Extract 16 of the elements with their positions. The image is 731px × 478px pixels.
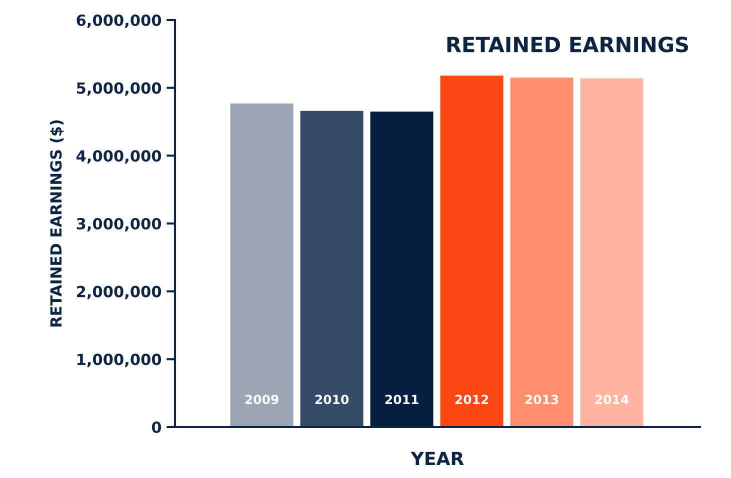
y-axis-title: RETAINED EARNINGS ($) bbox=[50, 120, 64, 327]
y-tick-label: 1,000,000 bbox=[78, 354, 162, 368]
x-tick-label: 2014 bbox=[595, 394, 629, 404]
y-tick-label: 0 bbox=[152, 421, 162, 434]
x-tick-label: 2013 bbox=[525, 394, 558, 404]
y-tick-label: 2,000,000 bbox=[76, 286, 162, 300]
x-axis-title: YEAR bbox=[410, 452, 464, 466]
y-tick-label: 6,000,000 bbox=[76, 14, 162, 28]
x-tick-label: 2012 bbox=[455, 394, 488, 404]
x-tick-label: 2011 bbox=[385, 394, 418, 404]
x-tick-label: 2010 bbox=[315, 394, 349, 404]
y-tick-label: 4,000,000 bbox=[76, 150, 162, 164]
text: RETAINED EARNINGS bbox=[447, 36, 688, 52]
x-tick-label: 2009 bbox=[245, 394, 278, 404]
y-tick-label: 3,000,000 bbox=[76, 218, 162, 232]
y-tick-label: 5,000,000 bbox=[76, 82, 162, 96]
